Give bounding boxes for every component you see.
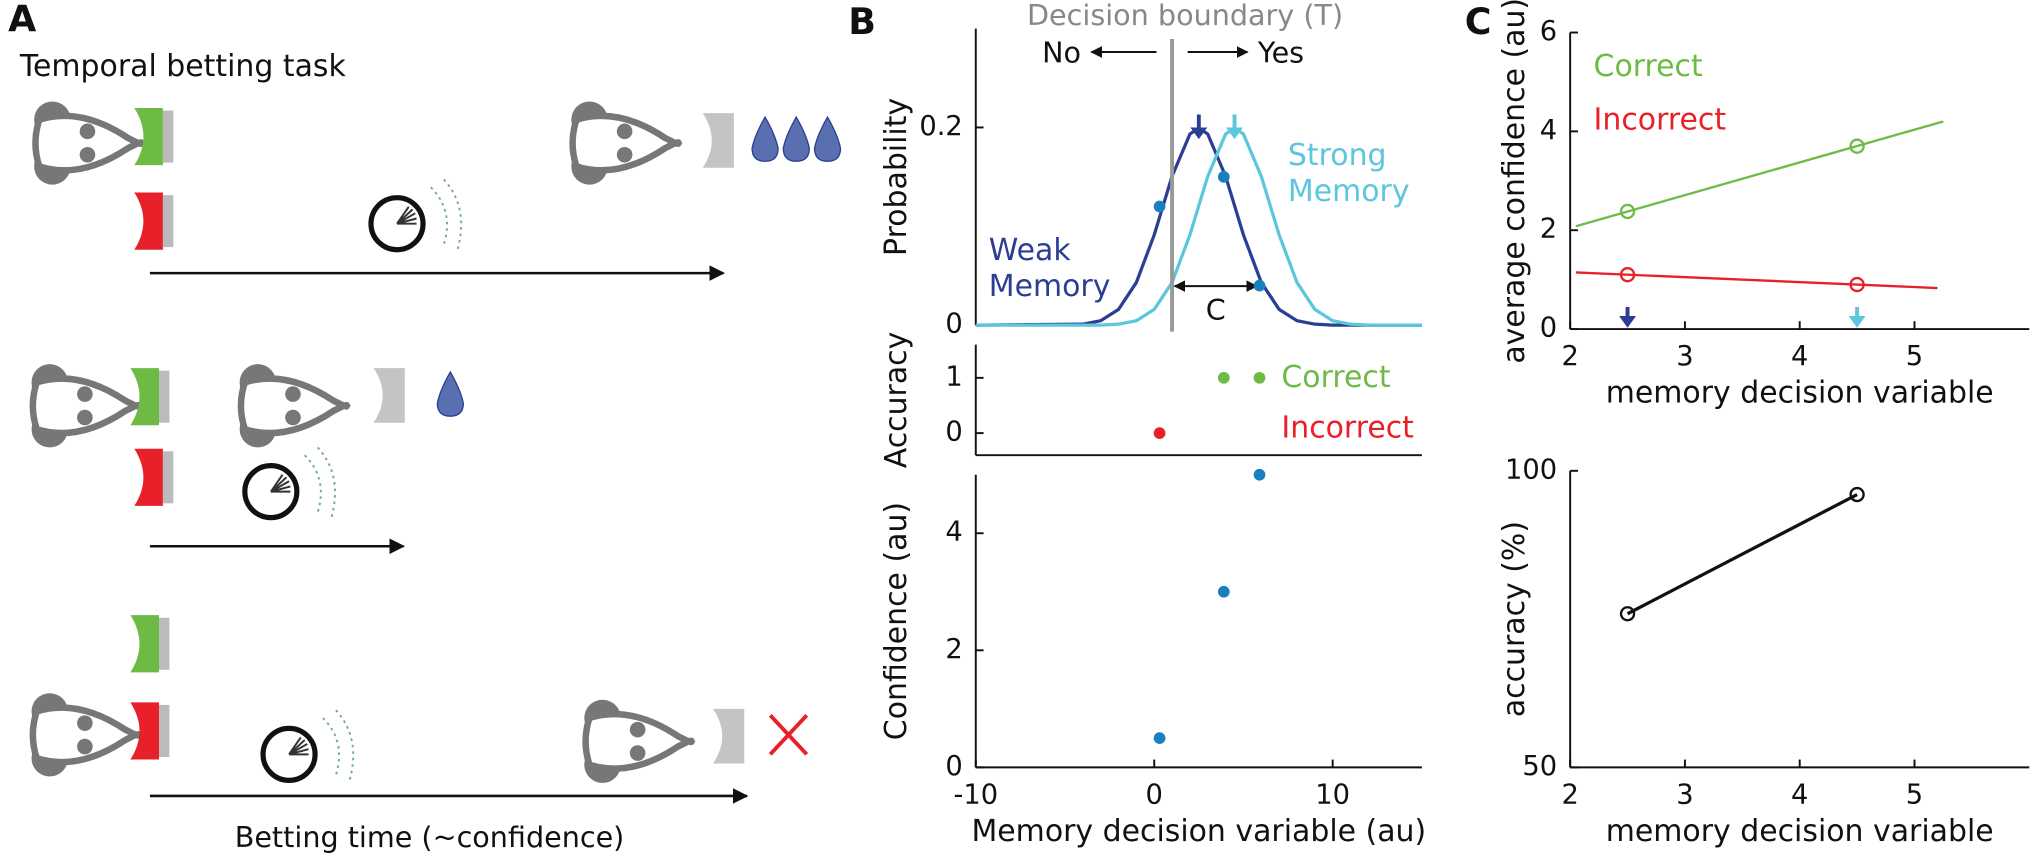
rat: [584, 700, 695, 783]
y-tick-label: 2: [1540, 214, 1557, 245]
rat: [32, 693, 143, 776]
drop: [782, 116, 810, 162]
panel-label: A: [8, 0, 36, 40]
feeder-gray: [702, 113, 734, 168]
x-tick-label: 10: [1315, 779, 1350, 810]
x-axis-label: memory decision variable: [1606, 814, 1994, 849]
y-tick-label: 6: [1540, 16, 1557, 47]
y-tick-label: 0: [945, 309, 962, 340]
series-label: Weak Memory: [989, 233, 1111, 304]
annotation: Yes: [1257, 36, 1304, 70]
series-label: Strong Memory: [1288, 138, 1410, 209]
feeder-gray: [373, 368, 405, 423]
marker: [1153, 732, 1166, 744]
x-tick-label: 2: [1561, 341, 1578, 372]
y-tick-label: 50: [1522, 751, 1557, 782]
y-tick-label: 2: [945, 634, 962, 665]
mean-arrow: [1848, 306, 1866, 328]
marker: [1619, 203, 1636, 220]
drop: [751, 116, 779, 162]
x-tick-label: 4: [1791, 341, 1808, 372]
y-axis-label: Probability: [879, 98, 914, 256]
x-tick-label: 0: [1146, 779, 1163, 810]
rat: [571, 101, 682, 184]
panel-label: B: [848, 0, 876, 43]
feeder-green: [130, 615, 170, 673]
clock: [245, 447, 335, 520]
marker: [1253, 371, 1266, 384]
clock: [371, 179, 461, 252]
feeder-green: [130, 368, 170, 426]
x-tick-label: 2: [1561, 779, 1578, 810]
marker: [1253, 279, 1266, 292]
marker: [1253, 468, 1266, 481]
feeder-red: [134, 448, 174, 506]
fit-line: [1575, 120, 1944, 228]
y-tick-label: 1: [945, 361, 962, 392]
y-tick-label: 0: [945, 751, 962, 782]
x-tick-label: 3: [1676, 779, 1693, 810]
feeder-gray: [713, 708, 745, 764]
panel-label: C: [1465, 0, 1492, 43]
marker: [1849, 138, 1865, 154]
annotation: Decision boundary (T): [1027, 0, 1343, 32]
annotation: No: [1042, 36, 1081, 70]
y-tick-label: 0: [1540, 313, 1557, 344]
drop: [436, 371, 464, 417]
rat: [32, 364, 143, 447]
x-tick-label: -10: [953, 779, 998, 810]
legend-label: Incorrect: [1281, 411, 1414, 446]
rat: [240, 364, 351, 447]
y-tick-label: 4: [1540, 115, 1557, 146]
feeder-green: [134, 107, 174, 166]
legend-label: Correct: [1594, 49, 1703, 84]
clock: [263, 710, 353, 783]
panel-a: Temporal betting task Betting time (~con…: [19, 49, 842, 854]
task-title: Temporal betting task: [19, 49, 347, 84]
rat: [34, 101, 145, 184]
y-tick-label: 4: [945, 517, 962, 548]
x-tick-label: 4: [1791, 779, 1808, 810]
marker: [1217, 171, 1230, 183]
marker: [1619, 267, 1636, 283]
mean-arrow: [1619, 306, 1636, 328]
line: [975, 125, 1422, 327]
marker: [1849, 486, 1865, 503]
feeder-red: [134, 192, 174, 250]
mean-arrow: [1226, 114, 1243, 140]
x-tick-label: 3: [1676, 341, 1693, 372]
y-tick-label: 0.2: [919, 111, 962, 142]
task-xlabel: Betting time (~confidence): [235, 820, 625, 854]
drop: [813, 116, 842, 162]
marker: [1619, 606, 1636, 622]
legend-label: Incorrect: [1594, 102, 1727, 137]
mean-arrow: [1190, 114, 1208, 140]
marker: [1849, 276, 1865, 293]
fit-line: [1575, 271, 1938, 290]
x-axis-label: Memory decision variable (au): [971, 814, 1426, 849]
y-tick-label: 100: [1505, 454, 1557, 485]
feeder-red: [130, 702, 170, 760]
line: [1626, 493, 1858, 616]
y-axis-label: accuracy (%): [1497, 521, 1532, 717]
marker: [1153, 427, 1166, 439]
marker: [1217, 371, 1230, 384]
legend-label: Correct: [1281, 360, 1390, 395]
x-tick-label: 5: [1906, 779, 1923, 810]
x-tick-label: 5: [1906, 341, 1923, 372]
cross: [768, 714, 809, 756]
marker: [1153, 200, 1166, 213]
y-axis-label: Confidence (au): [879, 502, 914, 740]
x-axis-label: memory decision variable: [1606, 376, 1994, 411]
marker: [1217, 585, 1230, 598]
annotation: C: [1206, 293, 1226, 327]
y-tick-label: 0: [945, 417, 962, 448]
y-axis-label: Accuracy: [879, 332, 914, 469]
y-axis-label: average confidence (au): [1497, 0, 1532, 364]
